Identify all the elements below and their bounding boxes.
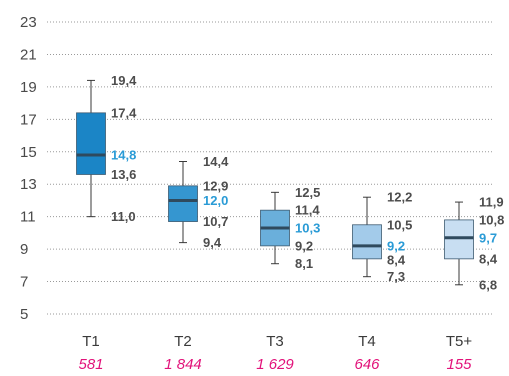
x-category-count: 1 629 [256,356,294,373]
value-label-max: 12,2 [387,190,412,205]
box-t4 [352,196,382,278]
y-tick-label: 11 [20,209,36,226]
x-category-label: T2 [174,333,192,350]
value-label-min: 9,4 [203,235,222,250]
box-series [76,79,474,286]
value-label-median: 9,7 [479,230,497,245]
box-t2 [168,161,198,244]
value-label-max: 11,9 [479,195,504,210]
iqr-box [352,224,382,260]
iqr-box [444,219,474,260]
x-category-label: T4 [358,333,376,350]
value-label-q1: 8,4 [387,252,406,267]
y-tick-label: 19 [20,79,37,96]
value-label-q3: 12,9 [203,178,228,193]
x-axis-category-labels: T1 581 T2 1 844 T3 1 629 T4 646 T5+ 155 [78,333,472,373]
x-category-count: 581 [78,356,103,373]
y-tick-label: 15 [20,144,37,161]
y-tick-label: 23 [20,14,37,31]
value-label-q3: 10,8 [479,212,504,227]
value-label-min: 7,3 [387,269,405,284]
box-t3 [260,191,290,265]
value-label-q1: 8,4 [479,251,498,266]
x-category-label: T3 [266,333,284,350]
value-label-median: 10,3 [295,221,320,236]
y-tick-label: 17 [20,111,37,128]
value-labels: 19,4 17,4 14,8 13,6 11,0 14,4 12,912,0 10,7 9,4 1… [111,73,504,292]
x-category-label: T5+ [446,333,473,350]
value-label-q3: 11,4 [295,203,320,218]
value-label-min: 11,0 [111,209,136,224]
x-category-label: T1 [82,333,100,350]
box-t1 [76,79,106,218]
x-category-count: 155 [446,356,472,373]
value-label-q3: 10,5 [387,217,412,232]
y-tick-label: 9 [20,241,28,258]
value-label-median: 9,2 [387,238,405,253]
iqr-box [168,185,198,222]
y-tick-label: 21 [20,46,37,63]
value-label-max: 19,4 [111,73,137,88]
value-label-q1: 13,6 [111,167,136,182]
value-label-max: 14,4 [203,154,229,169]
y-tick-label: 5 [20,306,28,323]
value-label-median: 14,8 [111,148,136,163]
value-label-q1: 10,7 [203,214,228,229]
box-t5plus [444,201,474,286]
value-label-q1: 9,2 [295,238,313,253]
iqr-box [76,112,106,175]
value-label-q3: 17,4 [111,105,137,120]
x-category-count: 1 844 [164,356,202,373]
x-category-count: 646 [354,356,380,373]
value-label-min: 8,1 [295,256,313,271]
value-label-max: 12,5 [295,185,320,200]
y-axis-tick-labels: 5 7 9 11 13 15 17 19 21 23 [20,14,37,323]
value-label-median: 12,0 [203,193,228,208]
y-tick-label: 13 [20,176,37,193]
y-tick-label: 7 [20,274,28,291]
value-label-min: 6,8 [479,277,497,292]
